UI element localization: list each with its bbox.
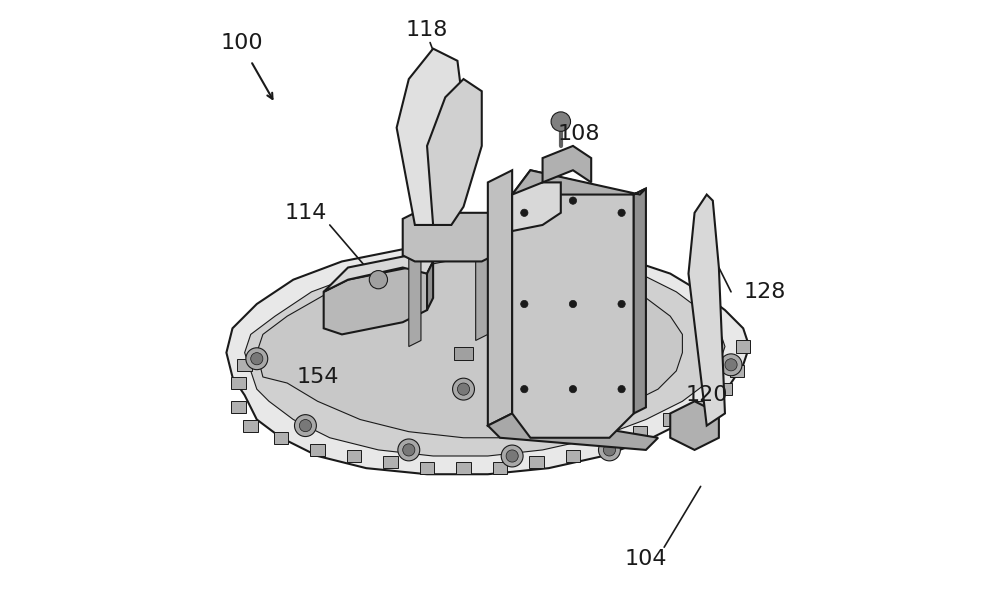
Bar xyxy=(493,462,507,474)
Polygon shape xyxy=(226,243,749,474)
Bar xyxy=(736,340,750,353)
Text: 120: 120 xyxy=(685,385,728,405)
Circle shape xyxy=(725,359,737,371)
Polygon shape xyxy=(512,170,646,195)
Bar xyxy=(347,450,361,462)
Bar xyxy=(566,450,580,462)
Polygon shape xyxy=(403,213,494,261)
Polygon shape xyxy=(488,413,658,450)
Polygon shape xyxy=(397,49,464,225)
Circle shape xyxy=(251,353,263,365)
Polygon shape xyxy=(476,225,488,340)
Bar xyxy=(231,377,246,389)
Circle shape xyxy=(398,439,420,461)
Polygon shape xyxy=(488,170,512,426)
Text: 114: 114 xyxy=(284,203,327,223)
Bar xyxy=(663,413,678,426)
Circle shape xyxy=(506,450,518,462)
Text: 118: 118 xyxy=(406,21,448,40)
Circle shape xyxy=(521,385,528,393)
Polygon shape xyxy=(670,401,719,450)
Bar xyxy=(718,383,732,395)
Bar xyxy=(693,401,708,413)
Polygon shape xyxy=(324,255,433,292)
Circle shape xyxy=(598,439,620,461)
Bar xyxy=(633,426,647,438)
Text: 154: 154 xyxy=(296,367,339,387)
Bar xyxy=(237,359,252,371)
Circle shape xyxy=(569,197,577,204)
Text: 128: 128 xyxy=(743,282,786,302)
Bar xyxy=(582,407,600,421)
Polygon shape xyxy=(427,79,482,225)
Circle shape xyxy=(603,444,616,456)
Bar xyxy=(231,401,246,413)
Bar xyxy=(515,359,533,372)
Circle shape xyxy=(555,371,567,383)
Text: 104: 104 xyxy=(625,550,667,569)
Circle shape xyxy=(551,112,571,131)
Bar xyxy=(602,438,617,450)
Polygon shape xyxy=(257,261,682,438)
Circle shape xyxy=(246,348,268,370)
Circle shape xyxy=(618,209,625,216)
Polygon shape xyxy=(245,255,725,456)
Circle shape xyxy=(453,378,474,400)
Bar xyxy=(730,365,744,377)
Polygon shape xyxy=(409,225,421,347)
Circle shape xyxy=(299,420,312,432)
Circle shape xyxy=(569,300,577,308)
Bar xyxy=(454,347,473,360)
Polygon shape xyxy=(634,188,646,413)
Text: 108: 108 xyxy=(558,124,600,143)
Circle shape xyxy=(521,300,528,308)
Polygon shape xyxy=(324,268,427,334)
Bar xyxy=(243,420,258,432)
Bar xyxy=(274,432,288,444)
Bar xyxy=(383,456,398,468)
Polygon shape xyxy=(512,170,634,438)
Bar xyxy=(310,444,325,456)
Circle shape xyxy=(369,271,388,289)
Circle shape xyxy=(501,445,523,467)
Circle shape xyxy=(618,385,625,393)
Circle shape xyxy=(569,385,577,393)
Circle shape xyxy=(294,415,316,437)
Circle shape xyxy=(720,354,742,376)
Bar xyxy=(456,462,471,474)
Circle shape xyxy=(403,444,415,456)
Circle shape xyxy=(521,209,528,216)
Polygon shape xyxy=(427,261,433,310)
Circle shape xyxy=(618,300,625,308)
Bar xyxy=(420,462,434,474)
Polygon shape xyxy=(543,146,591,182)
Polygon shape xyxy=(512,182,561,231)
Circle shape xyxy=(684,415,706,437)
Circle shape xyxy=(550,366,572,388)
Circle shape xyxy=(688,420,701,432)
Polygon shape xyxy=(688,195,725,426)
Circle shape xyxy=(457,383,470,395)
Bar xyxy=(529,456,544,468)
Text: 100: 100 xyxy=(220,33,263,52)
